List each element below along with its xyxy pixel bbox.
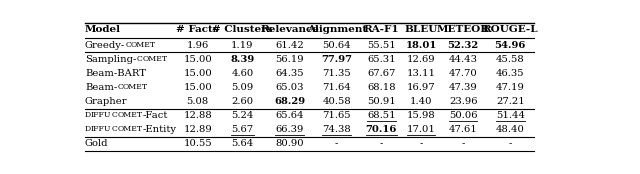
Text: -Fact: -Fact	[143, 111, 168, 120]
Text: 23.96: 23.96	[449, 97, 477, 106]
Text: 47.70: 47.70	[449, 69, 477, 78]
Text: Relevance: Relevance	[260, 25, 319, 34]
Text: C: C	[125, 41, 131, 49]
Text: 65.31: 65.31	[367, 55, 396, 64]
Text: 65.64: 65.64	[275, 111, 304, 120]
Text: 1.96: 1.96	[187, 41, 209, 50]
Text: 12.88: 12.88	[184, 111, 212, 120]
Text: 68.18: 68.18	[367, 83, 396, 92]
Text: 51.44: 51.44	[496, 111, 525, 120]
Text: 45.58: 45.58	[496, 55, 525, 64]
Text: 18.01: 18.01	[405, 41, 436, 50]
Text: METEOR: METEOR	[436, 25, 490, 34]
Text: 55.51: 55.51	[367, 41, 396, 50]
Text: 77.97: 77.97	[321, 55, 352, 64]
Text: # Clusters: # Clusters	[212, 25, 273, 34]
Text: 71.64: 71.64	[323, 83, 351, 92]
Text: OMET: OMET	[118, 111, 143, 119]
Text: Beam-BART: Beam-BART	[85, 69, 146, 78]
Text: IFFU: IFFU	[91, 111, 111, 119]
Text: 68.51: 68.51	[367, 111, 396, 120]
Text: -: -	[380, 139, 383, 148]
Text: 66.39: 66.39	[275, 125, 304, 134]
Text: 15.98: 15.98	[406, 111, 435, 120]
Text: 12.69: 12.69	[406, 55, 435, 64]
Text: -: -	[335, 139, 339, 148]
Text: C: C	[111, 111, 118, 119]
Text: 5.08: 5.08	[187, 97, 209, 106]
Text: 1.19: 1.19	[231, 41, 253, 50]
Text: 12.89: 12.89	[184, 125, 212, 134]
Text: 47.39: 47.39	[449, 83, 477, 92]
Text: -: -	[461, 139, 465, 148]
Text: 8.39: 8.39	[230, 55, 255, 64]
Text: 70.16: 70.16	[365, 125, 397, 134]
Text: IFFU: IFFU	[91, 125, 111, 133]
Text: OMET: OMET	[123, 83, 148, 91]
Text: 48.40: 48.40	[496, 125, 525, 134]
Text: BLEU: BLEU	[404, 25, 438, 34]
Text: -Entity: -Entity	[143, 125, 177, 134]
Text: D: D	[85, 125, 91, 133]
Text: 71.35: 71.35	[323, 69, 351, 78]
Text: -: -	[419, 139, 422, 148]
Text: 71.65: 71.65	[323, 111, 351, 120]
Text: 65.03: 65.03	[275, 83, 304, 92]
Text: D: D	[85, 111, 91, 119]
Text: OMET: OMET	[131, 41, 156, 49]
Text: 27.21: 27.21	[496, 97, 525, 106]
Text: # Facts: # Facts	[177, 25, 219, 34]
Text: 50.06: 50.06	[449, 111, 477, 120]
Text: 15.00: 15.00	[184, 69, 212, 78]
Text: 44.43: 44.43	[449, 55, 477, 64]
Text: 46.35: 46.35	[496, 69, 525, 78]
Text: 54.96: 54.96	[495, 41, 526, 50]
Text: 64.35: 64.35	[275, 69, 304, 78]
Text: 5.67: 5.67	[232, 125, 253, 134]
Text: 50.91: 50.91	[367, 97, 396, 106]
Text: 4.60: 4.60	[231, 69, 253, 78]
Text: 15.00: 15.00	[184, 55, 212, 64]
Text: C: C	[117, 83, 123, 91]
Text: 17.01: 17.01	[406, 125, 435, 134]
Text: OMET: OMET	[142, 55, 167, 63]
Text: Beam-: Beam-	[85, 83, 117, 92]
Text: Alignment: Alignment	[307, 25, 367, 34]
Text: 13.11: 13.11	[406, 69, 435, 78]
Text: C: C	[136, 55, 142, 63]
Text: 61.42: 61.42	[275, 41, 304, 50]
Text: 80.90: 80.90	[275, 139, 304, 148]
Text: 10.55: 10.55	[184, 139, 212, 148]
Text: ROUGE-L: ROUGE-L	[483, 25, 538, 34]
Text: Sampling-: Sampling-	[85, 55, 136, 64]
Text: 5.64: 5.64	[231, 139, 253, 148]
Text: 50.64: 50.64	[323, 41, 351, 50]
Text: 15.00: 15.00	[184, 83, 212, 92]
Text: 40.58: 40.58	[323, 97, 351, 106]
Text: 67.67: 67.67	[367, 69, 396, 78]
Text: 5.24: 5.24	[231, 111, 253, 120]
Text: 5.09: 5.09	[231, 83, 253, 92]
Text: Greedy-: Greedy-	[85, 41, 125, 50]
Text: 56.19: 56.19	[275, 55, 304, 64]
Text: RA-F1: RA-F1	[364, 25, 399, 34]
Text: 47.19: 47.19	[496, 83, 525, 92]
Text: 68.29: 68.29	[274, 97, 305, 106]
Text: 2.60: 2.60	[232, 97, 253, 106]
Text: 16.97: 16.97	[406, 83, 435, 92]
Text: Gold: Gold	[85, 139, 108, 148]
Text: Model: Model	[85, 25, 121, 34]
Text: -: -	[509, 139, 512, 148]
Text: 74.38: 74.38	[323, 125, 351, 134]
Text: C: C	[111, 125, 118, 133]
Text: 1.40: 1.40	[410, 97, 432, 106]
Text: Grapher: Grapher	[85, 97, 127, 106]
Text: OMET: OMET	[118, 125, 143, 133]
Text: 52.32: 52.32	[447, 41, 479, 50]
Text: 47.61: 47.61	[449, 125, 477, 134]
